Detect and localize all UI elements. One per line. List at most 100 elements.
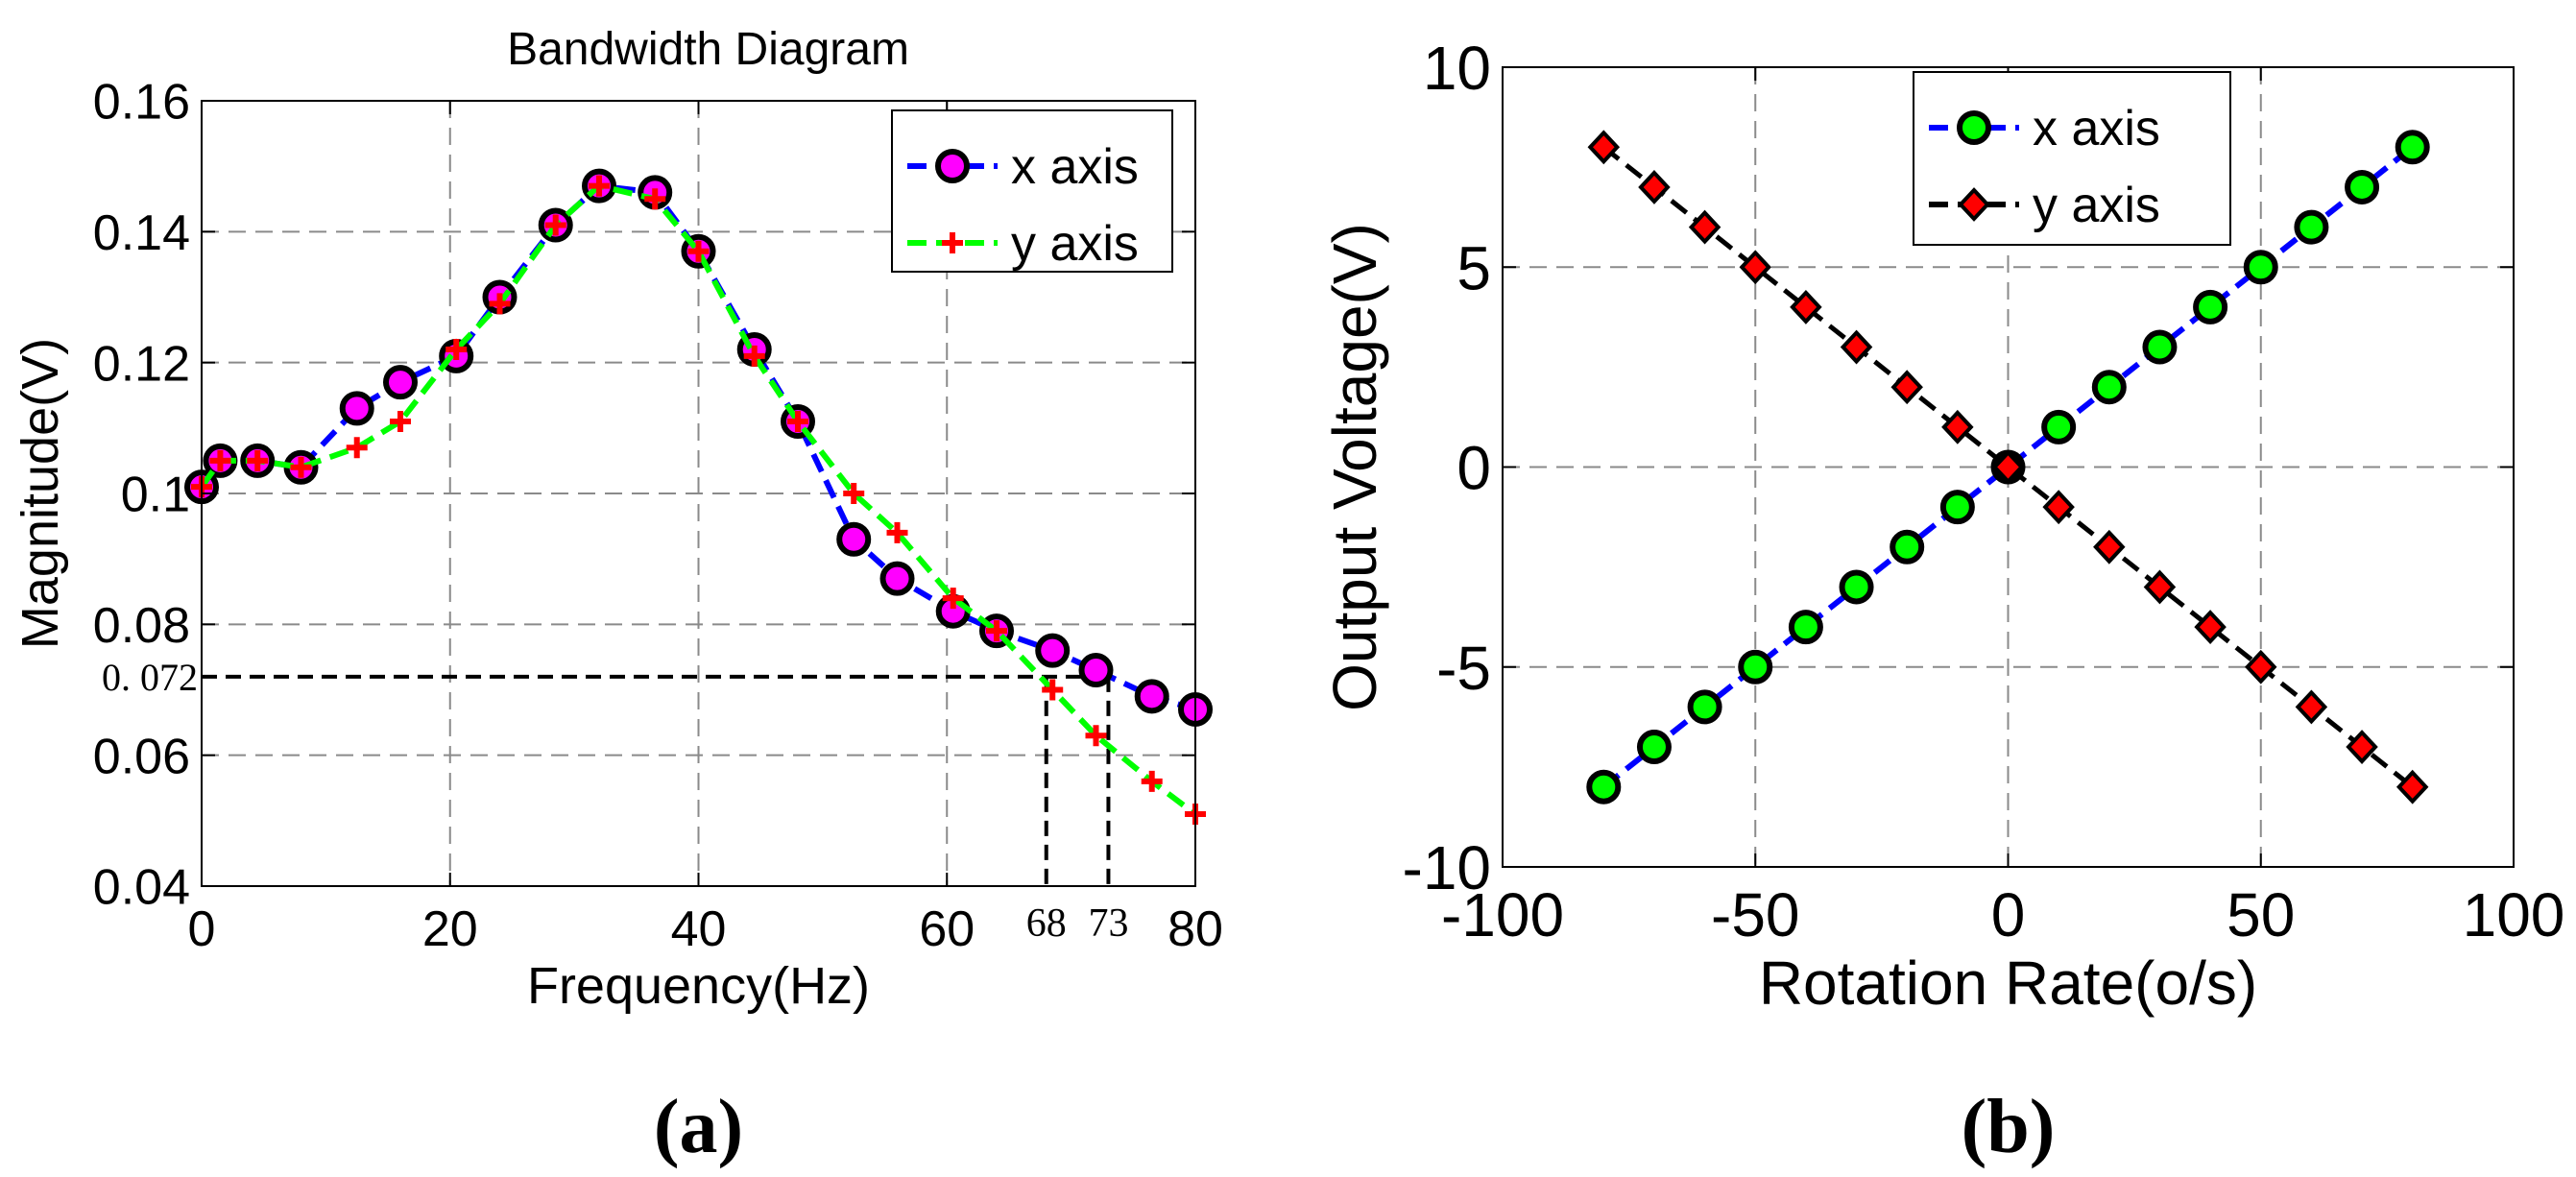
- series-2: [1587, 130, 2429, 805]
- x-axis-label: Rotation Rate(o/s): [1759, 949, 2257, 1018]
- data-point: [1042, 679, 1064, 701]
- legend-label: x axis: [1011, 139, 1139, 195]
- x-axis-label: Frequency(Hz): [527, 957, 870, 1015]
- ref-vline-label: 68: [1026, 901, 1067, 946]
- data-point: [1586, 769, 1622, 805]
- data-point: [2143, 569, 2177, 605]
- data-point: [489, 293, 511, 315]
- y-tick-label: -10: [1403, 833, 1492, 902]
- x-tick-label: 100: [2463, 880, 2565, 949]
- legend-label: x axis: [2033, 101, 2160, 156]
- data-point: [1638, 170, 1671, 204]
- panel-caption: (b): [1962, 1085, 2056, 1169]
- x-tick-label: 20: [422, 901, 478, 957]
- x-tick-label: 50: [2227, 880, 2295, 949]
- data-point: [1890, 370, 1923, 405]
- data-point: [1739, 250, 1771, 285]
- legend-swatch-marker: [1957, 110, 1991, 145]
- data-point: [886, 521, 908, 543]
- chart-a-bandwidth: 0. 072 68 73 0 20 40 60 80 0.04 0.06 0.08 0.1 0.12 0.…: [12, 24, 1223, 1169]
- y-tick-label: 5: [1457, 233, 1491, 302]
- data-point: [1688, 209, 1721, 245]
- data-point: [1078, 653, 1114, 688]
- data-point: [1035, 633, 1071, 668]
- data-point: [1839, 569, 1874, 605]
- data-point: [2295, 689, 2328, 725]
- data-point: [2193, 289, 2228, 324]
- series-2: [191, 175, 1206, 826]
- data-point: [942, 588, 964, 610]
- y-tick-label: 0: [1457, 434, 1491, 503]
- y-tick-label: 0.04: [93, 860, 190, 916]
- x-tick-label: 0: [1991, 880, 2026, 949]
- data-point: [2091, 370, 2127, 405]
- y-tick-label: 0.12: [93, 336, 190, 392]
- data-point: [1738, 649, 1773, 685]
- legend: x axis y axis: [1913, 71, 2231, 246]
- data-point: [1636, 730, 1672, 765]
- data-point: [1991, 449, 2025, 485]
- data-point: [1790, 289, 1822, 324]
- data-point: [290, 456, 312, 478]
- x-tick-label: -50: [1711, 880, 1800, 949]
- data-point: [2041, 409, 2077, 444]
- legend-swatch-marker: [1958, 187, 1990, 222]
- data-point: [589, 175, 610, 197]
- legend-swatch-marker: [942, 232, 963, 253]
- data-point: [2042, 490, 2075, 525]
- data-point: [209, 449, 231, 471]
- legend-label: y axis: [1011, 216, 1139, 272]
- x-tick-label: 60: [919, 901, 975, 957]
- data-point: [1587, 130, 1621, 165]
- data-point: [2093, 529, 2126, 564]
- legend: x axis y axis: [891, 109, 1173, 273]
- data-point: [644, 188, 666, 210]
- y-tick-label: 10: [1423, 34, 1491, 103]
- data-point: [1890, 529, 1925, 564]
- data-point: [346, 437, 368, 459]
- data-point: [836, 521, 872, 557]
- x-tick-label: 0: [188, 901, 216, 957]
- data-point: [986, 620, 1007, 642]
- x-tick-label: 40: [671, 901, 727, 957]
- data-point: [2142, 329, 2178, 365]
- data-point: [787, 411, 808, 433]
- data-point: [687, 240, 710, 262]
- y-tick-label: 0.16: [93, 75, 190, 131]
- data-point: [2395, 130, 2430, 165]
- data-point: [1840, 329, 1873, 365]
- legend-box: [1913, 71, 2231, 246]
- chart-title: Bandwidth Diagram: [507, 24, 909, 75]
- data-point: [1085, 725, 1107, 747]
- y-tick-label: 0.08: [93, 598, 190, 654]
- data-point: [1134, 679, 1169, 714]
- panel-caption: (a): [654, 1085, 743, 1169]
- data-point: [339, 391, 374, 426]
- y-tick-label: 0.1: [121, 468, 190, 523]
- data-point: [1939, 490, 1975, 525]
- legend-swatch-marker: [935, 149, 970, 183]
- x-tick-label: -100: [1441, 880, 1564, 949]
- data-point: [247, 449, 269, 471]
- y-tick-label: 0.06: [93, 729, 190, 784]
- data-point: [544, 214, 566, 236]
- ref-vline-label: 73: [1088, 901, 1128, 946]
- data-point: [1687, 689, 1722, 725]
- y-tick-label: 0.14: [93, 205, 190, 261]
- y-axis-label: Output Voltage(V): [1320, 223, 1389, 711]
- x-tick-label: 80: [1168, 901, 1223, 957]
- y-axis-label: Magnitude(V): [12, 338, 69, 649]
- data-point: [879, 561, 915, 596]
- data-point: [2346, 730, 2378, 764]
- data-point: [2345, 169, 2380, 204]
- ref-hline-label: 0. 072: [102, 656, 198, 699]
- data-point: [843, 483, 865, 504]
- data-point: [2243, 250, 2278, 285]
- legend-label: y axis: [2033, 178, 2160, 233]
- data-point: [1788, 610, 1823, 645]
- data-point: [1141, 770, 1163, 792]
- data-point: [743, 345, 765, 367]
- data-point: [2245, 649, 2277, 685]
